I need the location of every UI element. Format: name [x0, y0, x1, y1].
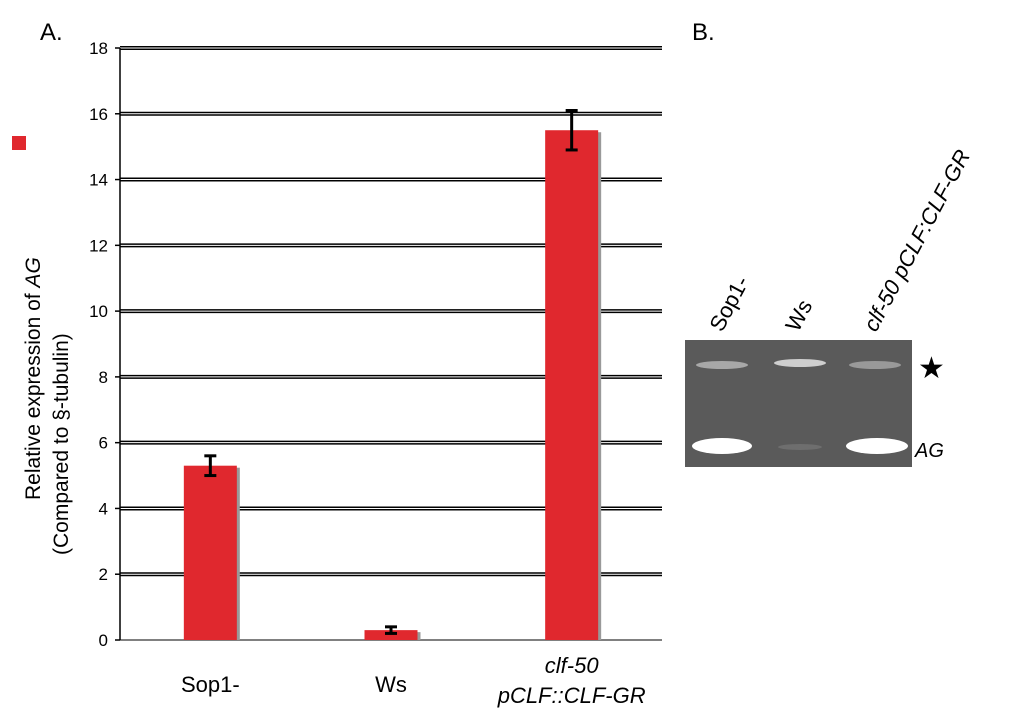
- lane-label: Sop1-: [704, 272, 754, 336]
- band-label: AG: [914, 440, 944, 462]
- y-tick-label: 4: [99, 499, 108, 518]
- x-tick-label: Sop1-: [181, 672, 240, 697]
- y-tick-label: 14: [89, 171, 108, 190]
- gel-band: [696, 361, 748, 369]
- error-bar: [385, 627, 397, 634]
- y-tick-label: 18: [89, 39, 108, 58]
- y-axis-label: Relative expression of AG: [22, 257, 45, 500]
- x-tick-label: Ws: [375, 672, 407, 697]
- gel: ★ AG Sop1- Ws clf-50 pCLF:CLF-GR: [685, 145, 975, 467]
- x-tick-label-line: clf-50: [545, 653, 600, 678]
- y-tick-label: 6: [99, 434, 108, 453]
- star-marker: ★: [918, 352, 945, 385]
- gel-band: [692, 438, 752, 454]
- y-tick-label: 12: [89, 236, 108, 255]
- lane-label: clf-50 pCLF:CLF-GR: [858, 145, 975, 335]
- y-tick-label: 2: [99, 565, 108, 584]
- y-label-gene: AG: [22, 257, 45, 289]
- gel-band: [774, 359, 826, 367]
- gel-band: [849, 361, 901, 369]
- legend-marker: [12, 136, 26, 150]
- y-tick-label: 16: [89, 105, 108, 124]
- y-tick-label: 0: [99, 631, 108, 650]
- panel-label: B.: [692, 19, 715, 46]
- bar: [184, 466, 237, 640]
- figure: A. B. Relative expression of AG (Compare…: [0, 0, 1009, 713]
- gel-band: [778, 444, 822, 450]
- panel-label: A.: [40, 19, 63, 46]
- gel-band: [846, 438, 908, 454]
- bar: [545, 130, 598, 640]
- x-tick-label-line: pCLF::CLF-GR: [497, 683, 646, 708]
- y-label-text: Relative expression of: [22, 293, 45, 500]
- y-axis-label: (Compared to §-tubulin): [50, 333, 73, 555]
- y-tick-label: 8: [99, 368, 108, 387]
- lane-label: Ws: [780, 296, 817, 336]
- y-tick-label: 10: [89, 302, 108, 321]
